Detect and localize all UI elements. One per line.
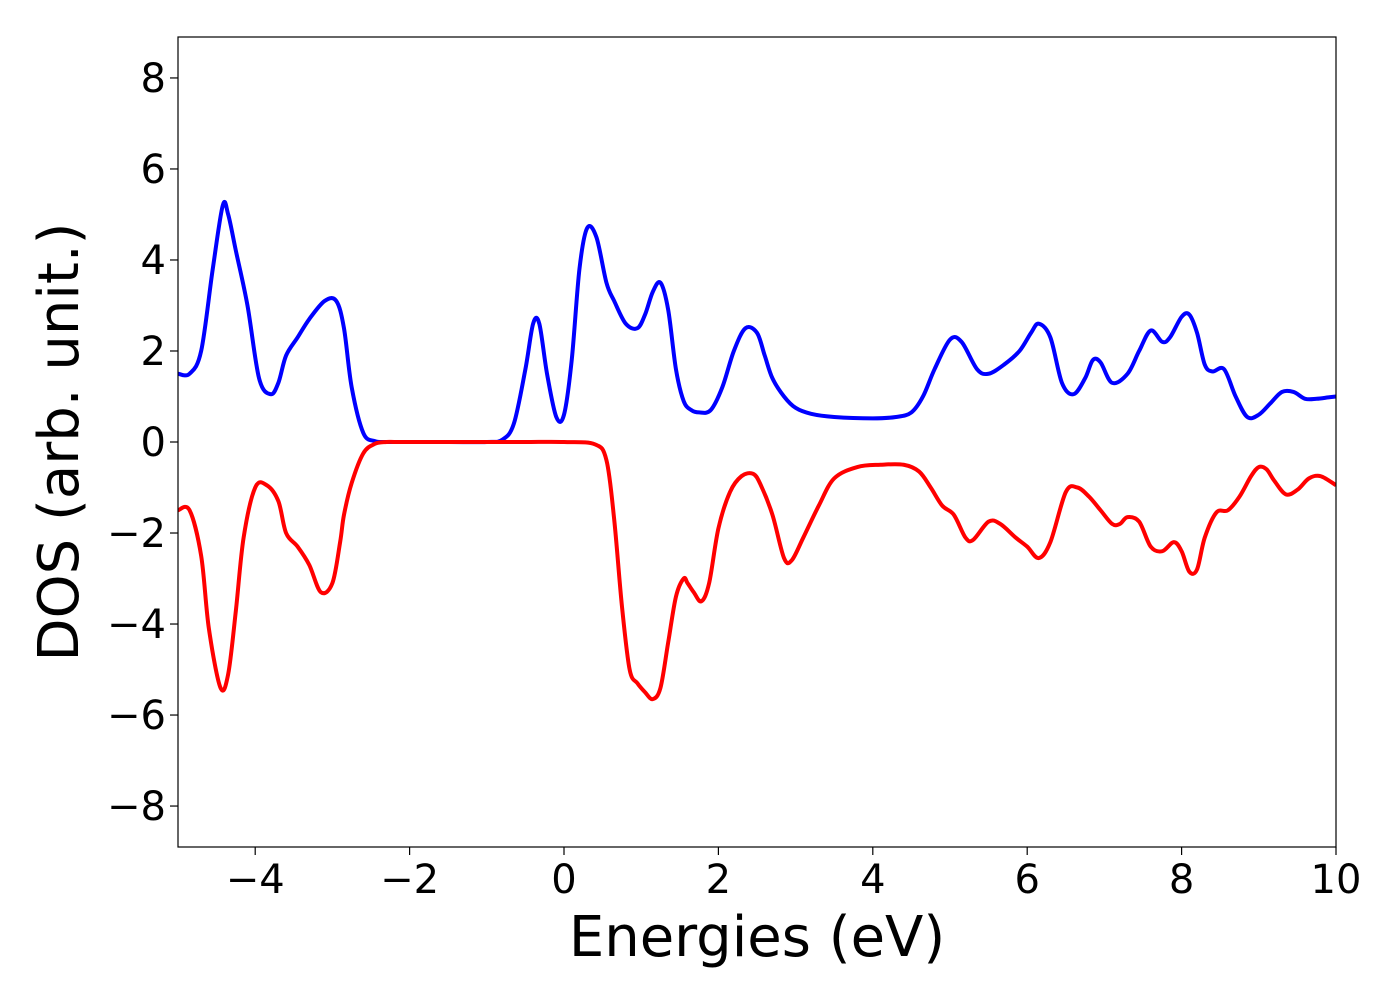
y-tick-label: 2 — [141, 329, 166, 375]
x-tick-label: 2 — [706, 857, 731, 903]
series-line-spin-up — [178, 199, 1336, 445]
y-tick-label: −6 — [107, 693, 166, 739]
x-tick-label: 4 — [860, 857, 885, 903]
x-axis-label: Energies (eV) — [569, 905, 945, 970]
y-tick-label: 8 — [141, 56, 166, 102]
series-line-spin-down — [178, 439, 1336, 702]
series-layer — [178, 199, 1336, 702]
x-axis: −4 −2 0 2 4 6 8 10 — [226, 847, 1362, 903]
x-tick-label: 10 — [1311, 857, 1362, 903]
x-tick-label: 6 — [1014, 857, 1039, 903]
y-tick-label: −2 — [107, 511, 166, 557]
y-tick-label: 0 — [141, 420, 166, 466]
x-tick-label: 0 — [551, 857, 576, 903]
y-tick-label: −4 — [107, 602, 166, 648]
y-axis: 8 6 4 2 0 −2 −4 −6 −8 — [107, 56, 178, 830]
y-tick-label: −8 — [107, 784, 166, 830]
y-tick-label: 4 — [141, 238, 166, 284]
y-axis-label: DOS (arb. unit.) — [27, 222, 92, 661]
y-tick-label: 6 — [141, 147, 166, 193]
x-tick-label: −4 — [226, 857, 285, 903]
plot-area — [178, 37, 1336, 847]
x-tick-label: −2 — [380, 857, 439, 903]
x-tick-label: 8 — [1169, 857, 1194, 903]
